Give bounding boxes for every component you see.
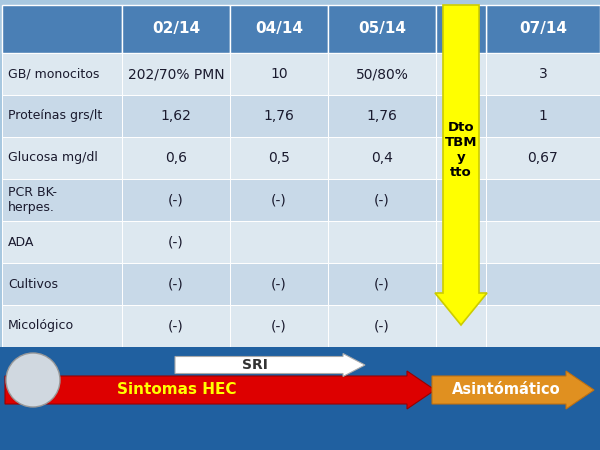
- Text: 0,67: 0,67: [527, 151, 559, 165]
- Bar: [230, 305, 328, 347]
- Text: Sintomas HEC: Sintomas HEC: [117, 382, 237, 397]
- Bar: [122, 137, 230, 179]
- Bar: [230, 95, 328, 137]
- Text: Glucosa mg/dl: Glucosa mg/dl: [8, 152, 98, 165]
- Bar: [486, 5, 600, 53]
- Text: 1,76: 1,76: [367, 109, 397, 123]
- Bar: [2, 95, 122, 137]
- Text: 10: 10: [270, 67, 288, 81]
- Text: (-): (-): [168, 235, 184, 249]
- Text: 1,76: 1,76: [263, 109, 295, 123]
- Bar: [436, 137, 486, 179]
- Text: (-): (-): [168, 319, 184, 333]
- Text: SRI: SRI: [242, 358, 268, 372]
- Bar: [2, 305, 122, 347]
- Bar: [122, 95, 230, 137]
- Text: 3: 3: [539, 67, 547, 81]
- Bar: [2, 53, 122, 95]
- Bar: [230, 263, 328, 305]
- Bar: [122, 221, 230, 263]
- Bar: [230, 137, 328, 179]
- Text: 04/14: 04/14: [255, 22, 303, 36]
- Text: 50/80%: 50/80%: [356, 67, 409, 81]
- Text: Dto
TBM
y
tto: Dto TBM y tto: [445, 121, 477, 179]
- Bar: [2, 5, 122, 53]
- Text: Micológico: Micológico: [8, 320, 74, 333]
- Text: 202/70% PMN: 202/70% PMN: [128, 67, 224, 81]
- Text: Asintómático: Asintómático: [452, 382, 561, 397]
- FancyArrow shape: [435, 5, 487, 325]
- Bar: [230, 5, 328, 53]
- Text: 1,62: 1,62: [161, 109, 191, 123]
- Bar: [2, 179, 122, 221]
- FancyArrow shape: [432, 371, 594, 409]
- Text: (-): (-): [271, 319, 287, 333]
- Bar: [2, 221, 122, 263]
- Bar: [436, 179, 486, 221]
- Bar: [230, 53, 328, 95]
- Bar: [486, 305, 600, 347]
- Text: (-): (-): [168, 277, 184, 291]
- Text: 0,6: 0,6: [165, 151, 187, 165]
- Bar: [328, 137, 436, 179]
- Text: 0,5: 0,5: [268, 151, 290, 165]
- Text: GB/ monocitos: GB/ monocitos: [8, 68, 100, 81]
- Text: (-): (-): [374, 193, 390, 207]
- Text: Cultivos: Cultivos: [8, 278, 58, 291]
- Bar: [486, 263, 600, 305]
- Bar: [436, 95, 486, 137]
- Bar: [436, 5, 486, 53]
- Bar: [328, 305, 436, 347]
- Bar: [486, 179, 600, 221]
- Text: (-): (-): [271, 193, 287, 207]
- Bar: [122, 263, 230, 305]
- Bar: [486, 53, 600, 95]
- Bar: [436, 263, 486, 305]
- Bar: [328, 5, 436, 53]
- Bar: [328, 263, 436, 305]
- Circle shape: [6, 353, 60, 407]
- Bar: [486, 221, 600, 263]
- Text: (-): (-): [374, 277, 390, 291]
- Text: PCR BK-
herpes.: PCR BK- herpes.: [8, 186, 57, 214]
- Bar: [230, 221, 328, 263]
- Text: ADA: ADA: [8, 235, 34, 248]
- Bar: [486, 137, 600, 179]
- Bar: [436, 221, 486, 263]
- Text: 0,4: 0,4: [371, 151, 393, 165]
- Text: Proteínas grs/lt: Proteínas grs/lt: [8, 109, 102, 122]
- Bar: [230, 179, 328, 221]
- Bar: [122, 5, 230, 53]
- Text: 1: 1: [539, 109, 547, 123]
- Bar: [436, 53, 486, 95]
- Text: (-): (-): [374, 319, 390, 333]
- Text: 07/14: 07/14: [519, 22, 567, 36]
- FancyArrow shape: [175, 354, 365, 377]
- Text: (-): (-): [168, 193, 184, 207]
- Bar: [486, 95, 600, 137]
- Bar: [122, 305, 230, 347]
- Text: 02/14: 02/14: [152, 22, 200, 36]
- Bar: [328, 53, 436, 95]
- Bar: [436, 305, 486, 347]
- Bar: [328, 179, 436, 221]
- Bar: [122, 179, 230, 221]
- Bar: [0, 347, 600, 450]
- Bar: [2, 263, 122, 305]
- Bar: [122, 53, 230, 95]
- Text: (-): (-): [271, 277, 287, 291]
- Text: 05/14: 05/14: [358, 22, 406, 36]
- Bar: [2, 137, 122, 179]
- Bar: [328, 221, 436, 263]
- Bar: [328, 95, 436, 137]
- FancyArrow shape: [5, 371, 435, 409]
